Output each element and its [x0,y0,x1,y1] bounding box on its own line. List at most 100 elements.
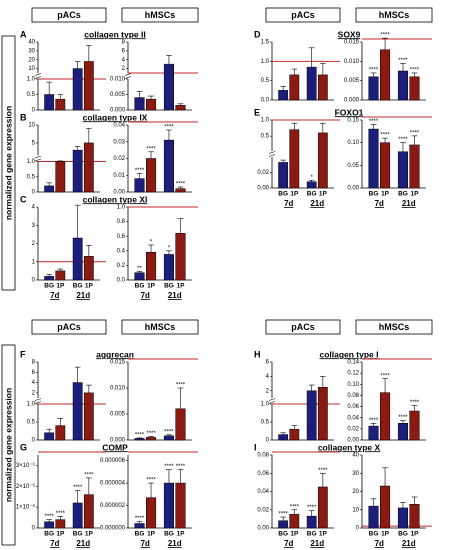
bar [409,410,420,441]
y-tick-label: 0.000 [110,108,126,114]
y-tick-label: 0.5 [27,174,36,180]
bar [44,432,55,441]
panel-title: aggrecan [96,349,134,359]
y-label-box [1,344,16,546]
y-tick-label: 0.02 [113,156,125,162]
bar [368,505,379,529]
y-axis-label: normalized gene expression [3,388,13,502]
bar [145,98,157,111]
y-tick-label: 0 [32,438,36,444]
header-box [121,319,199,335]
y-tick-label: 2×10⁻⁶ [16,483,36,490]
significance: **** [278,512,288,518]
x-tick-label: 1P [147,531,156,538]
y-tick-label: 0.04 [257,489,269,495]
y-tick-label: 6 [122,48,126,54]
y-tick-label: 0.010 [110,386,126,392]
significance: **** [380,373,390,379]
y-tick-label: 0.010 [344,59,360,65]
bar [134,178,145,193]
significance: **** [290,504,300,510]
panel-letter: D [254,29,261,39]
y-tick-label: 20 [352,489,359,495]
significance: **** [56,511,66,517]
y-tick-label: 0.00 [257,526,269,532]
significance: **** [73,485,83,491]
bar [397,423,409,441]
axis-break [34,398,42,401]
y-tick-label: 0.000004 [100,481,126,487]
bar [44,185,55,193]
bar [72,68,83,111]
y-tick-label: 1.0 [261,59,270,65]
bar [409,504,420,529]
significance: **** [369,119,379,125]
x-tick-label: BG [44,531,54,538]
bar [278,520,289,529]
y-tick-label: 0 [32,108,36,114]
significance: **** [410,68,420,74]
panel-title: FOXO1 [335,107,364,117]
x-tick-label: BG [307,531,317,538]
y-tick-label: 0.005 [110,412,126,418]
bar [278,162,289,189]
y-tick-label: 1.0 [261,118,270,124]
x-tick-label: 1P [177,283,186,290]
x-tick-label: BG [398,191,408,198]
y-tick-label: 0 [32,526,36,532]
y-tick-label: 0 [356,526,360,532]
bar [163,482,175,529]
day-label: 7d [50,539,59,548]
day-label: 7d [375,539,384,548]
bar [83,142,94,193]
y-tick-label: 30 [352,471,359,477]
y-tick-label: 0.08 [257,453,269,459]
bar [317,74,328,101]
bar [134,272,145,281]
y-tick-label: 6 [32,370,36,376]
bar [397,70,409,101]
bar [409,76,420,101]
day-label: 7d [50,291,59,300]
panel-title: collagen type IX [83,112,148,122]
bar [175,105,186,111]
header-label: hMSCs [145,322,176,332]
y-tick-label: 1.0 [117,205,126,211]
y-tick-label: 0.06 [257,471,269,477]
day-label: 21d [168,539,182,548]
y-tick-label: 0.4 [117,248,126,254]
y-tick-label: 0.00 [257,186,269,192]
significance: **** [146,431,156,437]
y-tick-label: 4 [32,380,36,386]
x-tick-label: 1P [381,191,390,198]
x-tick-label: 1P [147,283,156,290]
panel-letter: H [254,349,261,359]
y-tick-label: 0.15 [347,118,359,124]
y-tick-label: 1×10⁻⁶ [16,504,36,511]
bar [55,425,66,441]
bar [306,181,317,189]
header-box [355,319,433,335]
x-tick-label: BG [307,191,317,198]
bar [306,390,317,441]
y-tick-label: 0.0 [261,98,270,104]
significance: **** [380,33,390,39]
y-tick-label: 40 [352,453,359,459]
axis-break [124,76,132,79]
significance: **** [176,464,186,470]
significance: **** [135,516,145,522]
bar [289,428,300,441]
y-tick-label: 0.5 [261,78,270,84]
axis-break [34,158,42,162]
y-tick-label: 8 [122,40,126,46]
header-label: hMSCs [379,322,410,332]
y-tick-label: 0.14 [347,360,359,366]
day-label: 21d [168,291,182,300]
y-tick-label: 0.2 [117,263,126,269]
significance: **** [176,182,186,188]
day-label: 7d [141,291,150,300]
bar [379,392,391,441]
bar [289,74,300,101]
x-tick-label: BG [73,283,83,290]
y-tick-label: 0.04 [113,123,125,129]
